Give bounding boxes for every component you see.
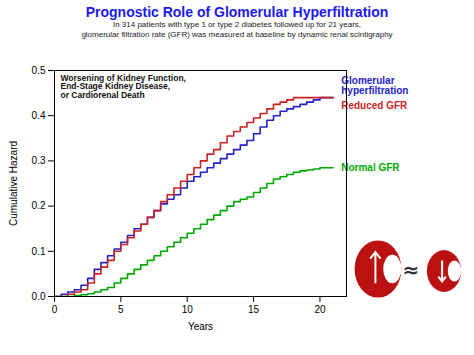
svg-text:0.5: 0.5: [32, 65, 46, 76]
svg-text:0.1: 0.1: [32, 246, 46, 257]
svg-text:Years: Years: [188, 321, 213, 332]
html-text:In 314 patients with type 1 or: In 314 patients with type 1 or type 2 di…: [112, 20, 362, 29]
svg-text:0: 0: [52, 304, 58, 315]
svg-text:Glomerularhyperfiltration: Glomerularhyperfiltration: [341, 75, 408, 96]
svg-text:5: 5: [118, 304, 124, 315]
svg-text:Cumulative Hazard: Cumulative Hazard: [8, 141, 19, 226]
svg-text:Reduced GFR: Reduced GFR: [341, 100, 408, 111]
svg-text:0.2: 0.2: [32, 200, 46, 211]
svg-text:Normal GFR: Normal GFR: [341, 162, 400, 173]
svg-text:Worsening of Kidney Function,E: Worsening of Kidney Function,End-Stage K…: [61, 73, 186, 100]
svg-text:0.0: 0.0: [32, 291, 46, 302]
svg-text:10: 10: [182, 304, 194, 315]
svg-text:0.3: 0.3: [32, 155, 46, 166]
html-text:glomerular filtration rate (GF: glomerular filtration rate (GFR) was mea…: [81, 30, 393, 39]
svg-text:≈: ≈: [403, 258, 420, 282]
svg-text:0.4: 0.4: [32, 110, 46, 121]
html-text:Prognostic Role of Glomerular: Prognostic Role of Glomerular Hyperfiltr…: [85, 4, 389, 20]
svg-text:15: 15: [248, 304, 260, 315]
svg-text:20: 20: [314, 304, 326, 315]
